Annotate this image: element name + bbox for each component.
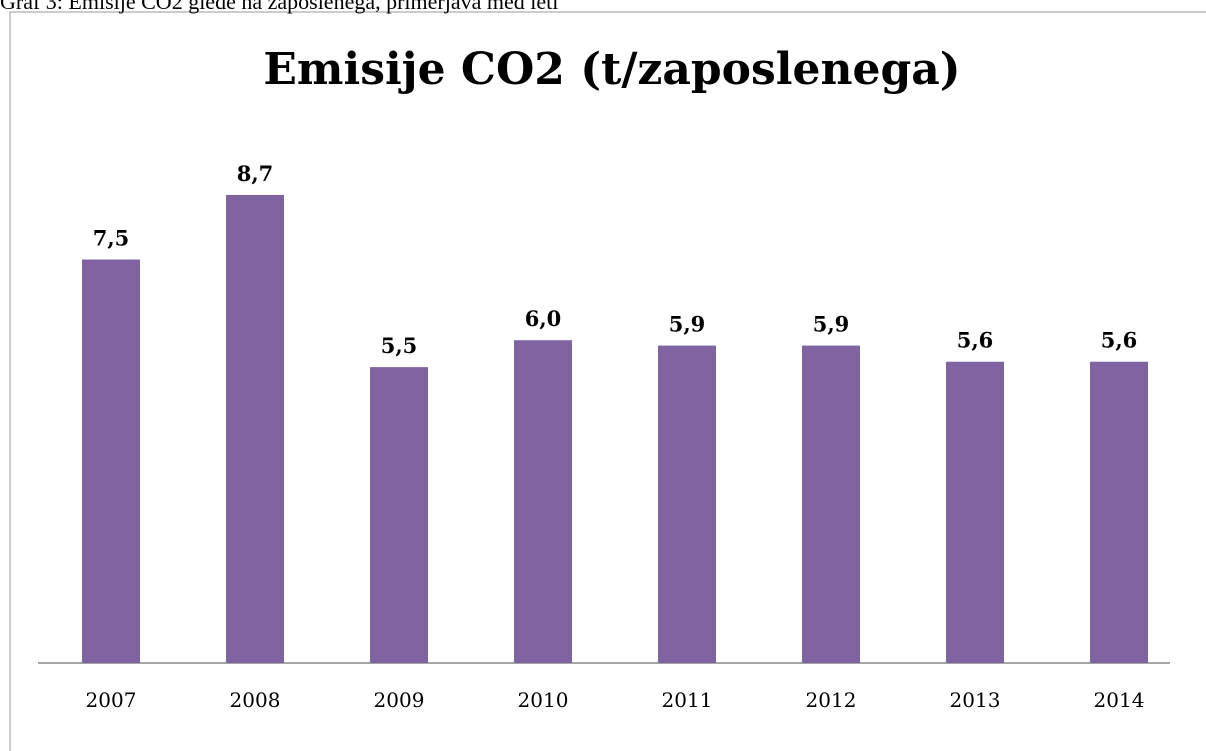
bar <box>658 345 716 663</box>
data-label: 7,5 <box>93 226 130 251</box>
data-label: 6,0 <box>525 306 562 331</box>
caption: Graf 3: Emisije CO2 glede na zaposlenega… <box>0 0 558 14</box>
data-label: 5,9 <box>813 312 850 337</box>
data-label: 5,9 <box>669 312 706 337</box>
data-label: 5,6 <box>1101 328 1138 353</box>
bar <box>946 361 1004 663</box>
x-tick-label: 2009 <box>374 688 425 712</box>
chart-title: Emisije CO2 (t/zaposlenega) <box>263 44 960 95</box>
data-label: 5,6 <box>957 328 994 353</box>
data-label: 5,5 <box>381 333 418 358</box>
bar <box>802 345 860 663</box>
bar <box>514 340 572 663</box>
data-label: 8,7 <box>237 161 274 186</box>
bar <box>82 259 140 663</box>
bar <box>226 194 284 663</box>
x-tick-label: 2007 <box>86 688 137 712</box>
x-tick-label: 2010 <box>518 688 569 712</box>
x-tick-label: 2014 <box>1094 688 1145 712</box>
x-tick-label: 2012 <box>806 688 857 712</box>
x-tick-label: 2013 <box>950 688 1001 712</box>
bar <box>1090 361 1148 663</box>
x-tick-label: 2008 <box>230 688 281 712</box>
bar <box>370 367 428 663</box>
chart-frame <box>9 11 1206 751</box>
x-tick-label: 2011 <box>662 688 713 712</box>
